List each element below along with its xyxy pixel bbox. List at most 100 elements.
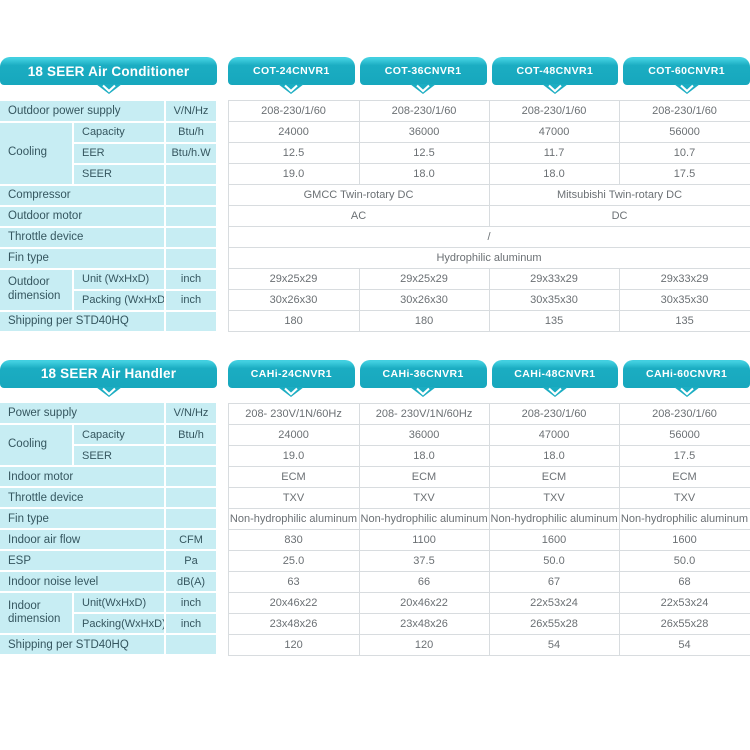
- panel-gap: [217, 550, 229, 571]
- data-cell: TXV: [618, 486, 750, 509]
- label-cell: Indoor noise level: [0, 571, 167, 593]
- unit-cell: [165, 466, 219, 488]
- data-cell: 1600: [618, 528, 750, 551]
- data-cell: DC: [488, 205, 750, 227]
- unit-cell: dB(A): [165, 571, 219, 593]
- model-tabs: CAHi-24CNVR1 CAHi-36CNVR1 CAHi-48CNVR1: [228, 359, 750, 397]
- model-tab[interactable]: CAHi-36CNVR1: [359, 359, 487, 397]
- unit-cell: V/N/Hz: [165, 100, 219, 123]
- model-tab[interactable]: COT-60CNVR1: [623, 57, 750, 94]
- data-cell: 29x25x29: [358, 268, 490, 290]
- chevron-down-icon: [95, 84, 122, 94]
- table-row: Indoor motor ECM ECM ECM ECM: [0, 465, 750, 488]
- chevron-down-icon: [673, 386, 700, 397]
- section-title-tab[interactable]: 18 SEER Air Conditioner: [0, 57, 217, 94]
- data-cell: AC: [227, 205, 490, 227]
- data-cell: 18.0: [358, 444, 490, 467]
- model-tab[interactable]: COT-24CNVR1: [228, 57, 355, 94]
- panel-gap: [217, 121, 229, 143]
- chevron-down-icon: [410, 386, 437, 397]
- unit-cell: [165, 310, 219, 333]
- data-cell: 30x35x30: [488, 289, 620, 311]
- data-cell: 54: [488, 633, 620, 656]
- model-tab-label: COT-48CNVR1: [516, 65, 594, 77]
- data-cell: 18.0: [358, 163, 490, 185]
- unit-cell: [165, 184, 219, 207]
- model-tab-label: COT-24CNVR1: [252, 65, 330, 77]
- data-cell: 17.5: [618, 163, 750, 185]
- label-cell: Outdoor motor: [0, 205, 167, 228]
- data-cell: ECM: [358, 465, 490, 488]
- table-row: Packing(WxHxD) inch 23x48x26 23x48x26 26x55x…: [0, 612, 750, 635]
- unit-cell: inch: [165, 613, 219, 635]
- panel-gap: [217, 403, 229, 424]
- model-tab-label: CAHi-60CNVR1: [646, 367, 728, 380]
- data-cell: 24000: [227, 121, 360, 143]
- table-row: Throttle device TXV TXV TXV TXV: [0, 486, 750, 509]
- panel-gap: [217, 613, 229, 634]
- model-tab[interactable]: CAHi-60CNVR1: [623, 359, 750, 397]
- data-cell: 30x26x30: [227, 289, 360, 311]
- table-row: Outdoor power supply V/N/Hz 208-230/1/60 20…: [0, 100, 750, 123]
- model-tab-label: CAHi-36CNVR1: [382, 367, 464, 380]
- data-cell: 180: [227, 310, 360, 332]
- unit-cell: CFM: [165, 529, 219, 551]
- table-row: Outdoor dimension Unit (WxHxD) inch 29x25x2…: [0, 268, 750, 312]
- data-cell: 208-230/1/60: [618, 100, 750, 122]
- label-cell: Outdoor power supply: [0, 100, 167, 123]
- sublabel-cell: SEER: [73, 163, 167, 186]
- group-cell: Outdoor dimension: [0, 268, 74, 312]
- data-cell: 830: [227, 528, 360, 551]
- data-cell: 26x55x28: [488, 612, 620, 635]
- sublabel-cell: Capacity: [73, 121, 167, 144]
- spec-sheet: 18 SEER Air Conditioner COT-24CNVR1 COT-…: [0, 57, 750, 656]
- table-row: Cooling Capacity Btu/h 24000 36000 47000 56000: [0, 423, 750, 467]
- table-row: EER Btu/h.W 12.5 12.5 11.7 10.7: [0, 142, 750, 165]
- tabs-row: 18 SEER Air Handler CAHi-24CNVR1 CAHi-36…: [0, 359, 750, 397]
- data-cell: Non-hydrophilic aluminum: [227, 507, 360, 530]
- section-title-tab[interactable]: 18 SEER Air Handler: [0, 359, 217, 397]
- panel-gap: [217, 487, 229, 508]
- group-cell: Indoor dimension: [0, 592, 74, 635]
- data-cell: 22x53x24: [618, 591, 750, 614]
- table-row: SEER 19.0 18.0 18.0 17.5: [0, 444, 750, 467]
- model-tab[interactable]: CAHi-48CNVR1: [491, 359, 619, 397]
- data-cell: 12.5: [227, 142, 360, 164]
- data-cell: 67: [488, 570, 620, 593]
- data-cell: 20x46x22: [358, 591, 490, 614]
- table-row: Power supply V/N/Hz 208- 230V/1N/60Hz 208- …: [0, 402, 750, 425]
- panel-gap: [217, 592, 229, 613]
- model-tabs: COT-24CNVR1 COT-36CNVR1 COT-48CNVR1: [228, 57, 750, 94]
- data-cell: 11.7: [488, 142, 620, 164]
- chevron-down-icon: [410, 84, 437, 94]
- table-row: Indoor air flow CFM 830 1100 1600 1600: [0, 528, 750, 551]
- chevron-down-icon: [673, 84, 700, 94]
- section-title: 18 SEER Air Conditioner: [27, 63, 190, 79]
- data-cell: Hydrophilic aluminum: [227, 247, 750, 269]
- data-cell: 1100: [358, 528, 490, 551]
- data-cell: 26x55x28: [618, 612, 750, 635]
- model-tab[interactable]: COT-48CNVR1: [491, 57, 619, 94]
- unit-cell: inch: [165, 289, 219, 312]
- data-cell: 208-230/1/60: [488, 402, 620, 425]
- section-title: 18 SEER Air Handler: [40, 366, 177, 381]
- sublabel-cell: Packing (WxHxD): [73, 289, 167, 312]
- data-cell: 19.0: [227, 163, 360, 185]
- data-cell: 37.5: [358, 549, 490, 572]
- data-cell: 25.0: [227, 549, 360, 572]
- data-cell: 17.5: [618, 444, 750, 467]
- data-cell: 36000: [358, 121, 490, 143]
- unit-cell: [165, 508, 219, 530]
- table-row: ESP Pa 25.0 37.5 50.0 50.0: [0, 549, 750, 572]
- data-cell: Non-hydrophilic aluminum: [488, 507, 620, 530]
- data-cell: 22x53x24: [488, 591, 620, 614]
- chevron-down-icon: [278, 386, 305, 397]
- data-cell: 19.0: [227, 444, 360, 467]
- model-tab[interactable]: COT-36CNVR1: [359, 57, 487, 94]
- label-cell: Compressor: [0, 184, 167, 207]
- table-row: Compressor GMCC Twin-rotary DC Mitsubishi …: [0, 184, 750, 207]
- panel-gap: [217, 142, 229, 164]
- unit-cell: Btu/h: [165, 424, 219, 446]
- table-row: Fin type Hydrophilic aluminum: [0, 247, 750, 270]
- model-tab[interactable]: CAHi-24CNVR1: [228, 359, 355, 397]
